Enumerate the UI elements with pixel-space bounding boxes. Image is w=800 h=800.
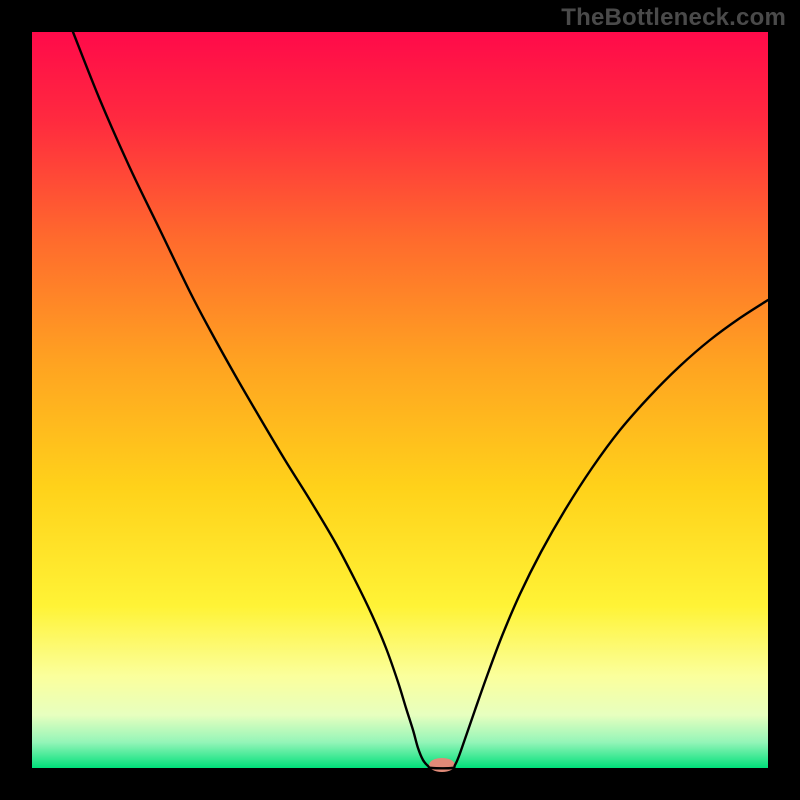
chart-container: TheBottleneck.com [0, 0, 800, 800]
plot-background [32, 32, 768, 768]
bottleneck-chart [0, 0, 800, 800]
watermark-text: TheBottleneck.com [561, 4, 786, 32]
optimal-marker [429, 758, 455, 772]
